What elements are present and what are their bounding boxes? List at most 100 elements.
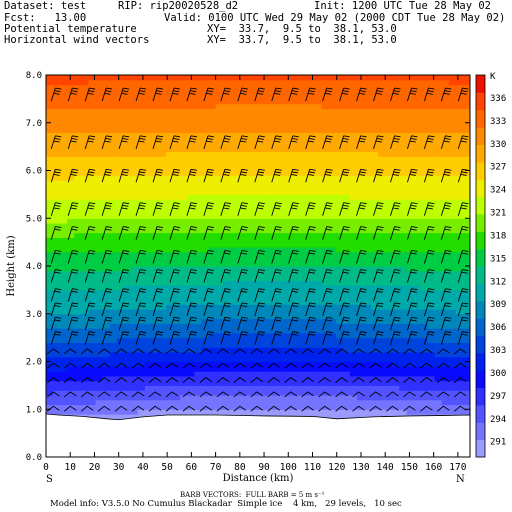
barb-shaft (63, 391, 77, 398)
theta-cell (130, 308, 139, 315)
theta-cell (180, 328, 188, 334)
theta-cell (74, 371, 82, 377)
theta-cell (307, 170, 316, 176)
theta-cell (144, 313, 153, 320)
theta-cell (321, 108, 330, 114)
theta-cell (46, 146, 54, 152)
theta-cell (434, 232, 443, 238)
theta-cell (243, 399, 252, 406)
theta-cell (95, 304, 104, 310)
theta-cell (194, 332, 203, 339)
theta-cell (307, 180, 316, 186)
theta-cell (420, 409, 429, 415)
theta-cell (243, 366, 252, 372)
theta-cell (46, 232, 54, 238)
theta-cell (229, 404, 238, 410)
theta-cell (448, 89, 457, 95)
theta-cell (102, 189, 111, 195)
theta-cell (53, 313, 61, 320)
theta-cell (109, 414, 118, 420)
theta-cell (286, 184, 294, 191)
theta-cell (130, 203, 139, 210)
theta-cell (420, 280, 429, 286)
theta-cell (335, 232, 344, 238)
theta-cell (53, 380, 61, 386)
theta-cell (364, 289, 372, 296)
theta-cell (462, 108, 470, 114)
theta-cell (420, 275, 429, 281)
theta-cell (159, 342, 167, 348)
barb-shaft (199, 391, 213, 398)
theta-cell (392, 261, 400, 267)
theta-cell (137, 117, 146, 124)
theta-cell (300, 75, 309, 81)
theta-cell (385, 289, 393, 296)
theta-cell (166, 127, 174, 133)
theta-cell (194, 98, 203, 105)
theta-cell (46, 160, 54, 167)
theta-cell (236, 380, 245, 386)
theta-cell (46, 117, 54, 124)
theta-cell (399, 227, 407, 234)
theta-cell (406, 122, 415, 129)
theta-cell (123, 189, 132, 195)
theta-cell (95, 323, 104, 329)
theta-cell (448, 270, 457, 277)
theta-cell (258, 371, 266, 377)
theta-cell (293, 261, 301, 267)
theta-cell (356, 375, 365, 382)
theta-cell (250, 94, 259, 100)
theta-cell (328, 332, 337, 339)
theta-cell (399, 146, 407, 152)
theta-cell (81, 308, 89, 315)
barb-shaft (386, 405, 399, 412)
theta-cell (88, 75, 97, 81)
theta-cell (441, 94, 450, 100)
theta-cell (53, 246, 61, 253)
theta-cell (349, 337, 358, 343)
theta-cell (279, 146, 287, 152)
theta-cell (420, 103, 429, 110)
theta-cell (356, 127, 365, 133)
theta-cell (462, 328, 470, 334)
theta-cell (166, 75, 174, 81)
theta-cell (434, 308, 443, 315)
theta-cell (201, 237, 210, 243)
theta-cell (427, 266, 436, 272)
theta-cell (229, 399, 238, 406)
theta-cell (448, 218, 457, 224)
theta-cell (314, 332, 323, 339)
theta-cell (166, 275, 174, 281)
theta-cell (222, 313, 231, 320)
theta-cell (88, 141, 97, 148)
theta-cell (441, 280, 450, 286)
theta-cell (95, 275, 104, 281)
theta-cell (243, 308, 252, 315)
theta-cell (187, 313, 195, 320)
theta-cell (159, 399, 167, 406)
theta-cell (180, 184, 188, 191)
theta-cell (229, 184, 238, 191)
theta-cell (448, 199, 457, 205)
theta-cell (392, 194, 400, 200)
theta-cell (335, 380, 344, 386)
theta-cell (413, 203, 422, 210)
theta-cell (413, 160, 422, 167)
theta-cell (152, 189, 160, 195)
theta-cell (250, 79, 259, 86)
theta-cell (243, 84, 252, 90)
theta-cell (342, 351, 351, 358)
theta-cell (342, 399, 351, 406)
theta-cell (265, 160, 273, 167)
theta-cell (116, 127, 125, 133)
theta-cell (159, 323, 167, 329)
theta-cell (95, 289, 104, 296)
theta-cell (364, 218, 372, 224)
theta-cell (236, 175, 245, 181)
theta-cell (321, 189, 330, 195)
theta-cell (215, 251, 224, 258)
theta-cell (307, 394, 316, 401)
wind-barb (216, 362, 230, 369)
theta-cell (272, 318, 280, 324)
theta-cell (95, 165, 104, 172)
